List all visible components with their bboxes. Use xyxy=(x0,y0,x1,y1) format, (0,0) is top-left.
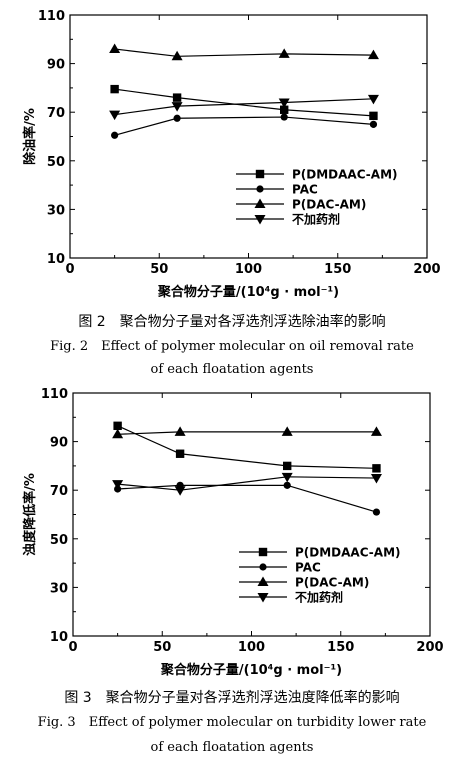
data-point xyxy=(280,105,289,114)
data-point xyxy=(112,428,124,439)
legend-entry: 不加药剂 xyxy=(292,212,340,227)
x-axis-label: 聚合物分子量/(10⁴g · mol⁻¹) xyxy=(157,284,339,300)
legend-marker xyxy=(259,563,267,571)
series-line xyxy=(114,98,374,116)
data-point xyxy=(110,84,119,94)
data-point xyxy=(372,508,381,516)
data-point xyxy=(367,94,379,105)
legend-entry: P(DMDAAC-AM) xyxy=(295,546,401,560)
data-point xyxy=(369,120,378,128)
y-tick-label: 70 xyxy=(50,484,68,499)
series-3 xyxy=(112,472,382,496)
y-tick-label: 50 xyxy=(50,533,68,548)
data-point xyxy=(278,98,290,108)
x-axis-label: 聚合物分子量/(10⁴g · mol⁻¹) xyxy=(160,662,342,678)
series-line xyxy=(117,476,377,491)
x-tick-label: 100 xyxy=(238,640,265,655)
data-point xyxy=(278,48,290,58)
figure-caption-en-continued: of each floatation agents xyxy=(151,362,314,377)
data-point xyxy=(370,474,382,484)
series-line xyxy=(117,431,377,435)
x-tick-label: 0 xyxy=(68,640,77,655)
legend-marker xyxy=(258,547,268,557)
y-tick-label: 110 xyxy=(41,387,68,402)
legend-marker xyxy=(255,169,265,179)
y-tick-label: 90 xyxy=(47,58,65,73)
data-point xyxy=(367,49,379,60)
x-tick-label: 50 xyxy=(153,640,171,655)
legend-marker xyxy=(254,198,266,208)
series-0 xyxy=(110,84,378,121)
series-line xyxy=(117,484,377,513)
series-2 xyxy=(109,43,379,61)
series-3 xyxy=(109,94,379,121)
series-line xyxy=(114,48,374,57)
figure-caption-en-continued: of each floatation agents xyxy=(151,740,314,755)
data-point xyxy=(283,461,292,471)
data-point xyxy=(171,102,183,112)
figure-caption-en: Fig. 2 Effect of polymer molecular on oi… xyxy=(50,339,414,354)
series-1 xyxy=(111,113,378,139)
data-point xyxy=(171,50,183,61)
legend-entry: P(DAC-AM) xyxy=(292,198,366,212)
series-line xyxy=(114,116,374,136)
data-point xyxy=(281,426,293,436)
x-tick-label: 150 xyxy=(324,262,351,277)
y-tick-label: 110 xyxy=(38,9,65,24)
y-tick-label: 10 xyxy=(47,252,65,267)
legend-marker xyxy=(256,185,264,193)
data-point xyxy=(280,113,288,121)
data-point xyxy=(109,43,121,54)
data-point xyxy=(369,111,378,121)
data-point xyxy=(174,426,186,436)
data-point xyxy=(372,464,381,473)
data-point xyxy=(109,110,121,121)
data-point xyxy=(172,93,182,102)
y-tick-label: 10 xyxy=(50,630,68,645)
data-point xyxy=(112,480,124,490)
chart-2: 0 50 100 150 200 10 30 50 70 90 110 聚合物分子量/(10⁴g · … xyxy=(22,9,441,300)
x-tick-label: 200 xyxy=(416,640,443,655)
legend-marker xyxy=(257,593,269,603)
legend-entry: PAC xyxy=(295,561,321,575)
data-point xyxy=(283,481,291,489)
legend-marker xyxy=(254,215,266,225)
y-tick-label: 30 xyxy=(47,203,65,218)
figure-caption-zh: 图 2 聚合物分子量对各浮选剂浮选除油率的影响 xyxy=(78,313,385,330)
legend-entry: 不加药剂 xyxy=(295,590,343,605)
series-line xyxy=(114,88,374,117)
data-point xyxy=(281,472,293,483)
series-2 xyxy=(112,426,382,439)
data-point xyxy=(174,486,186,496)
x-tick-label: 0 xyxy=(65,262,74,277)
x-tick-label: 150 xyxy=(327,640,354,655)
series-line xyxy=(117,425,377,469)
data-point xyxy=(111,131,119,139)
chart-3: 0 50 100 150 200 10 30 50 70 90 110 聚合物分子量/(10⁴g · … xyxy=(22,387,444,678)
series-1 xyxy=(114,481,381,516)
x-tick-label: 50 xyxy=(150,262,168,277)
data-point xyxy=(113,421,122,431)
y-tick-label: 30 xyxy=(50,581,68,596)
x-tick-label: 200 xyxy=(413,262,440,277)
figure-caption-en: Fig. 3 Effect of polymer molecular on tu… xyxy=(38,715,427,730)
legend-entry: P(DMDAAC-AM) xyxy=(292,168,398,182)
legend-marker xyxy=(257,576,269,586)
x-tick-label: 100 xyxy=(235,262,262,277)
data-point xyxy=(175,449,185,458)
y-axis-label: 除油率/% xyxy=(22,108,38,165)
legend-entry: P(DAC-AM) xyxy=(295,576,369,590)
y-tick-label: 70 xyxy=(47,106,65,121)
data-point xyxy=(370,426,382,436)
y-axis-label: 浊度降低率/% xyxy=(22,473,38,556)
y-tick-label: 50 xyxy=(47,155,65,170)
y-tick-label: 90 xyxy=(50,436,68,451)
figure-caption-zh: 图 3 聚合物分子量对各浮选剂浮选浊度降低率的影响 xyxy=(64,689,399,706)
data-point xyxy=(173,114,181,122)
legend-entry: PAC xyxy=(292,183,318,197)
series-0 xyxy=(113,421,381,473)
